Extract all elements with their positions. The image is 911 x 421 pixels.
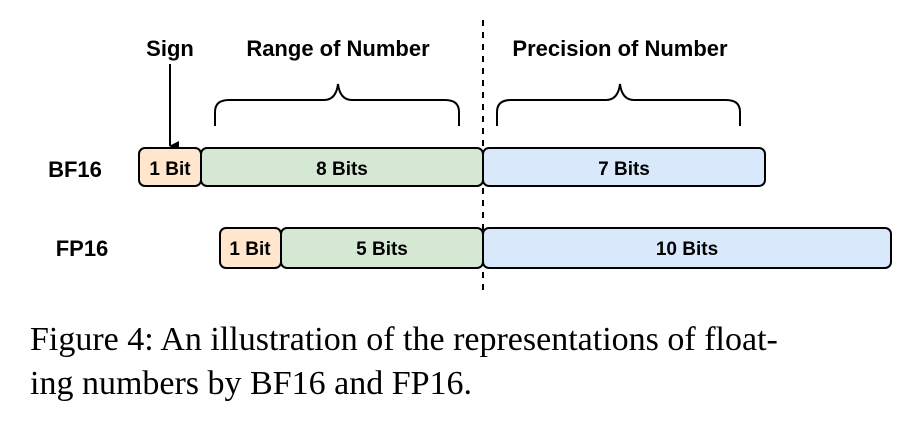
precision-brace bbox=[496, 83, 741, 126]
precision-of-number-label: Precision of Number bbox=[512, 36, 728, 61]
row-label-bf16: BF16 bbox=[48, 157, 102, 182]
range-brace bbox=[214, 83, 460, 126]
float-format-diagram: Sign Range of Number Precision of Number… bbox=[48, 20, 892, 296]
bf16-exponent-bits: 8 Bits bbox=[316, 159, 368, 180]
fp16-sign-bits: 1 Bit bbox=[229, 239, 271, 260]
fp16-exponent-bits: 5 Bits bbox=[356, 239, 408, 260]
caption-line-2: ing numbers by BF16 and FP16. bbox=[30, 365, 473, 402]
figure-caption: Figure 4: An illustration of the represe… bbox=[30, 318, 900, 406]
row-label-fp16: FP16 bbox=[56, 236, 109, 261]
bf16-sign-bits: 1 Bit bbox=[149, 159, 191, 180]
range-of-number-label: Range of Number bbox=[246, 36, 430, 61]
fp16-mantissa-bits: 10 Bits bbox=[656, 239, 718, 260]
caption-line-1: Figure 4: An illustration of the represe… bbox=[30, 321, 778, 358]
sign-label: Sign bbox=[146, 36, 194, 61]
bf16-mantissa-bits: 7 Bits bbox=[598, 159, 650, 180]
